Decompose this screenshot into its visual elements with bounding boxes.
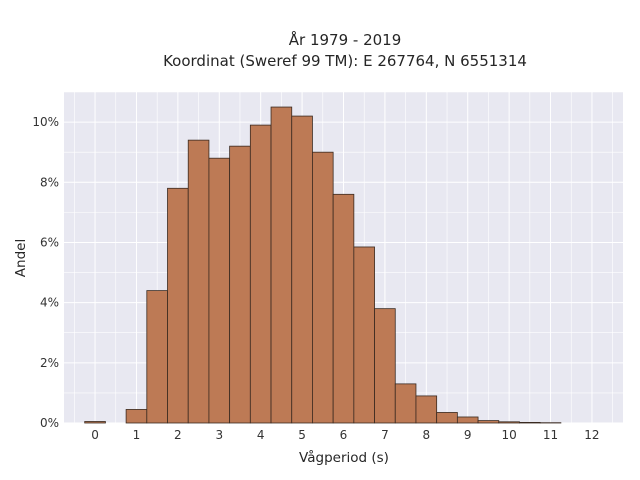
x-tick-label: 12 [584,428,599,442]
histogram-bar [146,290,168,424]
x-tick-label: 2 [174,428,182,442]
x-tick-label: 1 [133,428,141,442]
y-tick-labels: 0% 2% 4% 6% 8% 10% [32,115,59,430]
histogram-bar [353,246,375,424]
chart-title-line1: År 1979 - 2019 [289,30,402,49]
chart-title-line2: Koordinat (Sweref 99 TM): E 267764, N 65… [163,52,527,70]
y-tick-label: 4% [40,296,59,310]
x-tick-label: 8 [422,428,430,442]
histogram-bar [374,308,396,424]
histogram-bar [312,151,334,424]
y-tick-label: 0% [40,416,59,430]
x-tick-label: 9 [464,428,472,442]
y-tick-label: 8% [40,175,59,189]
x-tick-label: 7 [381,428,389,442]
bars-group [84,106,562,424]
histogram-bar [415,395,438,424]
x-tick-label: 0 [91,428,99,442]
x-axis-label: Vågperiod (s) [299,449,389,466]
histogram-bar [498,421,520,424]
histogram-bar [332,193,355,424]
histogram-bar [187,139,210,424]
x-tick-label: 10 [501,428,516,442]
histogram-bar [208,157,231,424]
histogram-bar [125,409,148,424]
x-tick-label: 5 [298,428,306,442]
y-tick-label: 6% [40,235,59,249]
histogram-bar [270,106,293,424]
x-tick-labels: 0 1 2 3 4 5 6 7 8 9 10 11 12 [91,428,599,442]
histogram-bar [229,145,251,424]
y-tick-label: 2% [40,356,59,370]
x-tick-label: 3 [215,428,223,442]
histogram-bar [291,115,313,424]
x-tick-label: 11 [543,428,558,442]
x-tick-label: 4 [257,428,265,442]
histogram-bar [249,124,272,424]
histogram-bar [519,421,541,424]
histogram-bar [436,412,458,424]
histogram-bar [167,187,189,424]
histogram-bar [394,383,417,424]
histogram-bar [477,420,500,424]
histogram-bar [84,421,106,424]
y-axis-label: Andel [13,239,29,277]
histogram-bar [456,416,479,424]
x-tick-label: 6 [340,428,348,442]
y-tick-label: 10% [32,115,59,129]
